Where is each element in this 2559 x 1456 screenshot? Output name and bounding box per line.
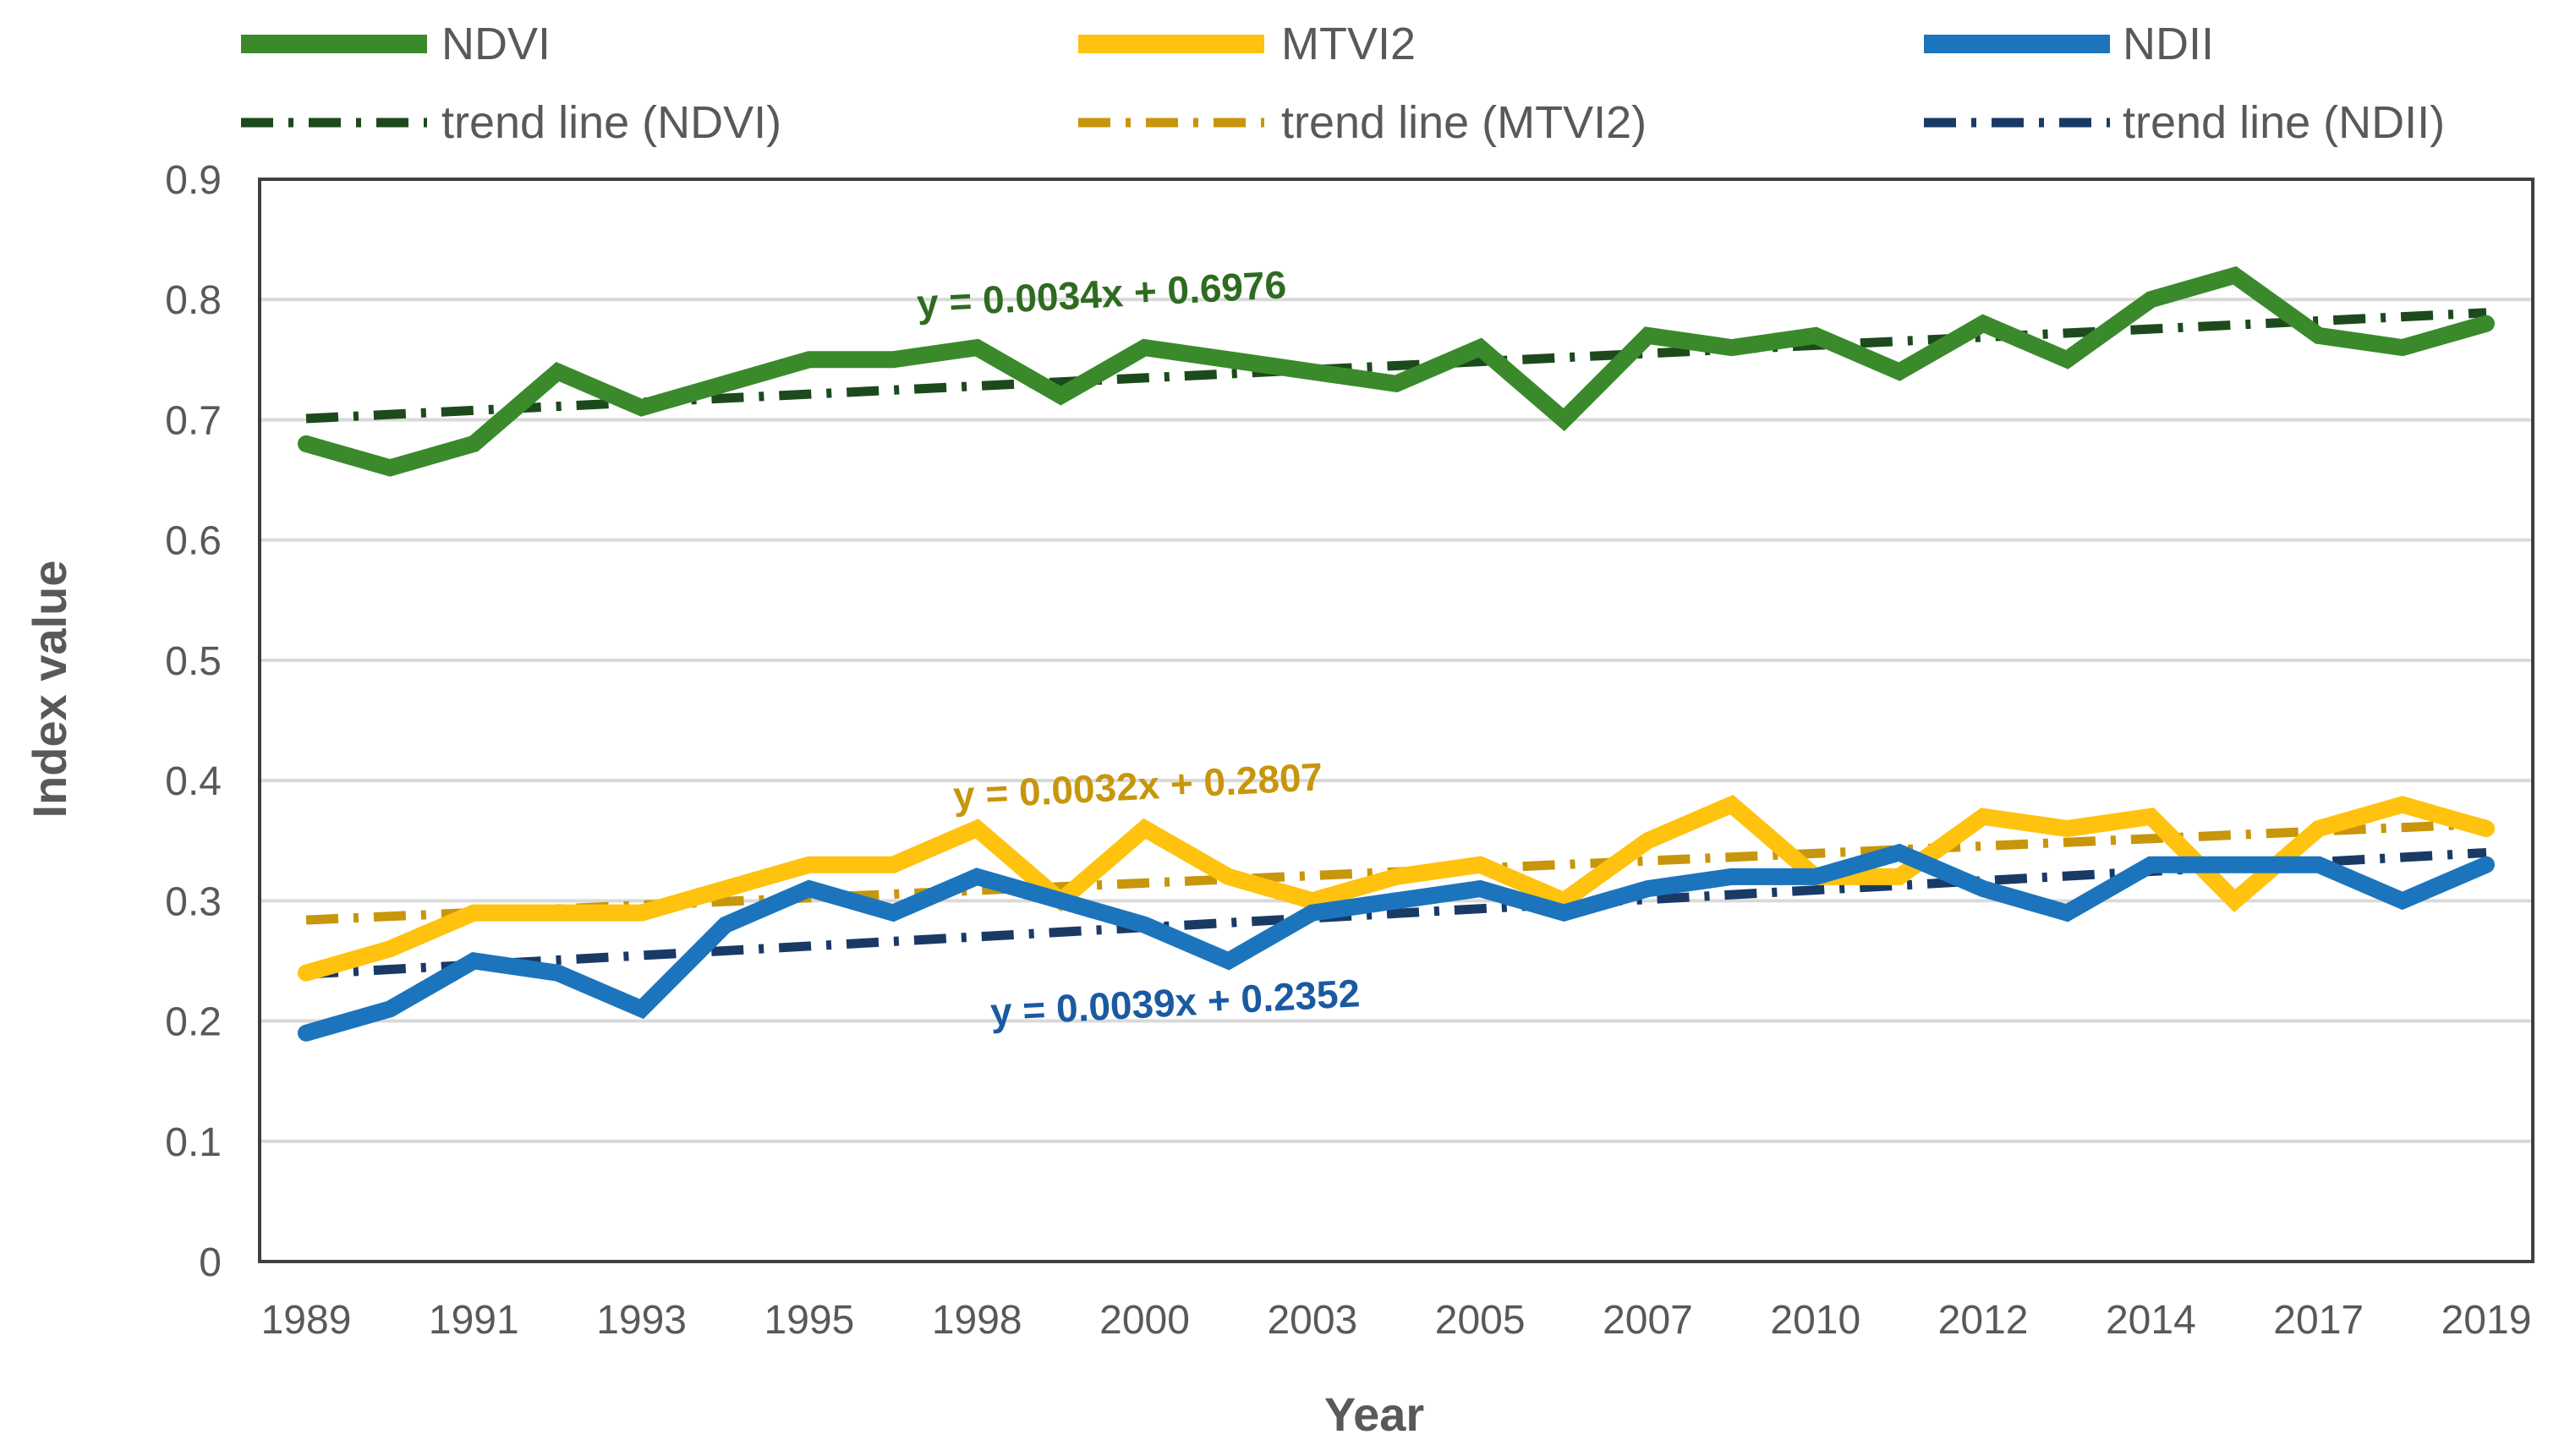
y-axis-title: Index value	[23, 560, 76, 818]
equation-ndvi: y = 0.0034x + 0.6976	[916, 262, 1288, 326]
x-axis-title: Year	[1324, 1388, 1424, 1441]
legend-label-trend-ndvi: trend line (NDVI)	[441, 97, 781, 148]
legend-label-ndii: NDII	[2123, 19, 2214, 69]
series-line-ndvi	[298, 265, 2495, 477]
gridlines	[260, 298, 2533, 1143]
plot-area-border	[258, 178, 2534, 1263]
y-tick-label: 0.4	[165, 759, 222, 804]
series-line-ndii	[298, 843, 2495, 1042]
legend-item-ndii: NDII	[1924, 19, 2214, 69]
x-tick-label: 2007	[1603, 1298, 1693, 1343]
legend-item-trend-ndvi: trend line (NDVI)	[241, 97, 781, 148]
legend: NDVI MTVI2 NDII trend line (NDVI) trend …	[241, 19, 2445, 148]
x-tick-label: 2005	[1435, 1298, 1526, 1343]
data-series	[298, 265, 2495, 1042]
x-tick-label: 1989	[261, 1298, 352, 1343]
legend-label-mtvi2: MTVI2	[1281, 19, 1416, 69]
legend-item-trend-mtvi2: trend line (MTVI2)	[1078, 97, 1647, 148]
x-axis-ticks: 1989 1991 1993 1995 1998 2000 2003 2005 2007 2010…	[261, 1298, 2532, 1343]
x-tick-label: 1993	[596, 1298, 687, 1343]
trend-line-ndii	[305, 847, 2487, 979]
series-line-mtvi2	[298, 794, 2495, 982]
x-tick-label: 2003	[1267, 1298, 1357, 1343]
y-tick-label: 0.6	[165, 519, 222, 564]
x-tick-label: 2010	[1770, 1298, 1860, 1343]
x-tick-label: 2012	[1938, 1298, 2029, 1343]
y-tick-label: 0.8	[165, 278, 222, 323]
x-tick-label: 1995	[764, 1298, 855, 1343]
legend-label-trend-mtvi2: trend line (MTVI2)	[1281, 97, 1647, 148]
legend-label-trend-ndii: trend line (NDII)	[2123, 97, 2445, 148]
equation-mtvi2: y = 0.0032x + 0.2807	[952, 754, 1324, 818]
x-tick-label: 1991	[429, 1298, 519, 1343]
y-tick-label: 0.3	[165, 879, 222, 924]
y-tick-label: 0.9	[165, 158, 222, 203]
y-tick-label: 0	[199, 1240, 222, 1285]
y-tick-label: 0.2	[165, 1000, 222, 1045]
legend-label-ndvi: NDVI	[441, 19, 551, 69]
x-tick-label: 1998	[932, 1298, 1022, 1343]
legend-item-ndvi: NDVI	[241, 19, 551, 69]
equation-ndii: y = 0.0039x + 0.2352	[989, 971, 1362, 1034]
y-axis-ticks: 0 0.1 0.2 0.3 0.4 0.5 0.6 0.7 0.8 0.9	[165, 158, 222, 1285]
legend-item-trend-ndii: trend line (NDII)	[1924, 97, 2445, 148]
y-tick-label: 0.7	[165, 398, 222, 443]
legend-item-mtvi2: MTVI2	[1078, 19, 1416, 69]
x-tick-label: 2019	[2441, 1298, 2532, 1343]
y-tick-label: 0.1	[165, 1120, 222, 1165]
x-tick-label: 2017	[2273, 1298, 2364, 1343]
y-tick-label: 0.5	[165, 639, 222, 684]
x-tick-label: 2000	[1099, 1298, 1190, 1343]
x-tick-label: 2014	[2106, 1298, 2196, 1343]
